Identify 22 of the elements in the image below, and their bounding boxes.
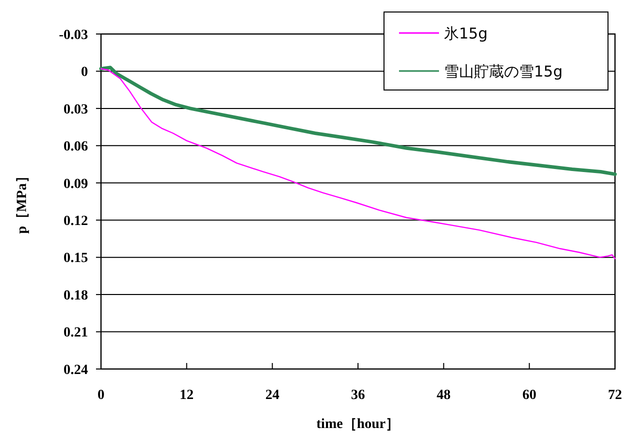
y-tick-label: 0.09 [64,176,88,192]
y-tick-label: -0.03 [58,28,88,43]
x-tick-label: 24 [265,388,280,403]
x-tick-label: 0 [98,388,104,403]
x-tick-label: 60 [522,388,536,403]
x-tick-label: 12 [180,388,194,403]
x-tick-label: 36 [351,388,365,403]
y-tick-label: 0.18 [64,288,88,304]
x-tick-label: 48 [436,388,451,403]
y-tick-label: 0.24 [64,362,88,378]
y-tick-label: 0 [81,65,88,80]
x-axis-title: time［hour］ [316,417,400,432]
legend-label: 雪山貯蔵の雪15g [444,62,563,80]
line-series [99,66,617,176]
x-tick-label: 72 [608,388,622,403]
y-tick-label: 0.12 [64,214,88,230]
y-axis-title: p［MPa］ [15,169,30,234]
y-tick-label: 0.06 [64,140,88,155]
y-tick-label: 0.21 [64,326,88,341]
y-tick-label: 0.03 [64,102,88,118]
y-tick-label: 0.15 [64,251,88,266]
legend-label: 氷15g [444,24,488,42]
